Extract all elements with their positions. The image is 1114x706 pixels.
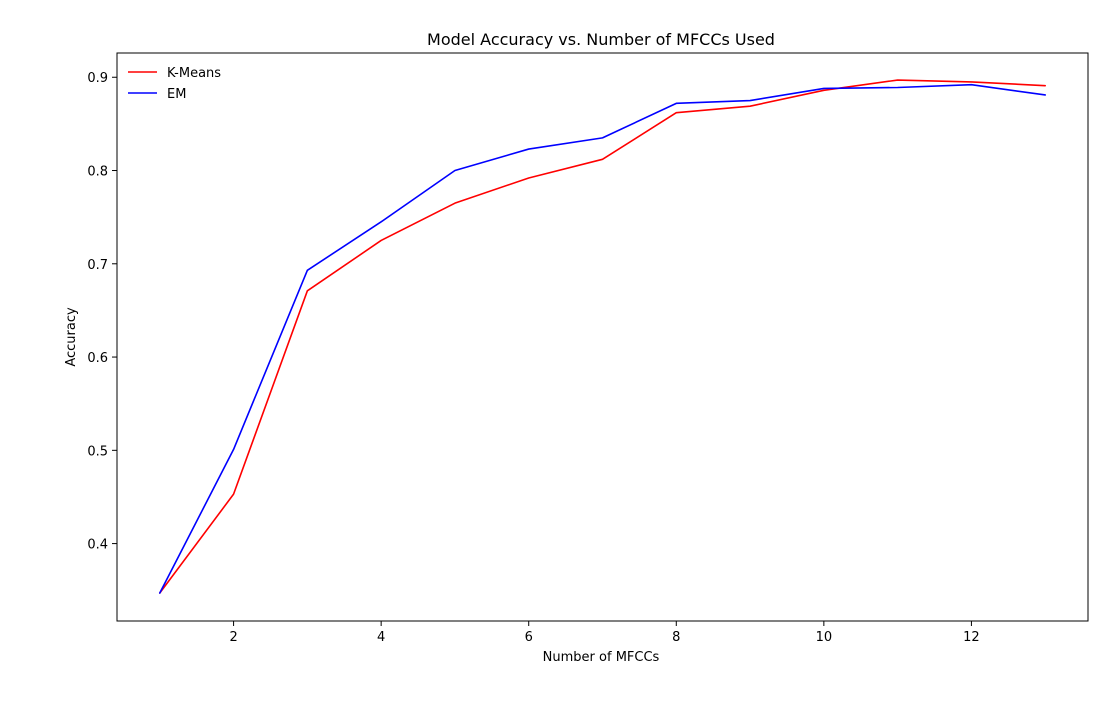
x-tick-label: 8 [672, 630, 680, 645]
x-axis-label: Number of MFCCs [543, 650, 660, 665]
plot-frame [116, 52, 1089, 622]
legend-label: EM [167, 87, 186, 102]
x-axis-ticks: 2 4 6 8 10 12 [229, 621, 980, 645]
x-tick-label: 6 [525, 630, 533, 645]
x-tick-label: 12 [963, 630, 980, 645]
y-tick-label: 0.6 [87, 351, 108, 366]
x-tick-label: 2 [229, 630, 237, 645]
plot-area [116, 52, 1089, 622]
x-tick-label: 4 [377, 630, 385, 645]
series-lines [158, 79, 1047, 594]
y-tick-label: 0.8 [87, 165, 108, 180]
series-line-em [158, 83, 1047, 594]
series-line-k-means [158, 79, 1047, 594]
x-tick-label: 10 [816, 630, 833, 645]
y-tick-label: 0.4 [87, 538, 108, 553]
y-tick-label: 0.7 [87, 258, 108, 273]
y-axis-ticks: 0.4 0.5 0.6 0.7 0.8 0.9 [87, 71, 117, 553]
y-tick-label: 0.5 [87, 444, 108, 459]
chart-title: Model Accuracy vs. Number of MFCCs Used [427, 30, 775, 49]
legend: K-Means EM [128, 66, 221, 102]
y-axis-label: Accuracy [64, 307, 79, 367]
legend-label: K-Means [167, 66, 221, 81]
y-tick-label: 0.9 [87, 71, 108, 86]
